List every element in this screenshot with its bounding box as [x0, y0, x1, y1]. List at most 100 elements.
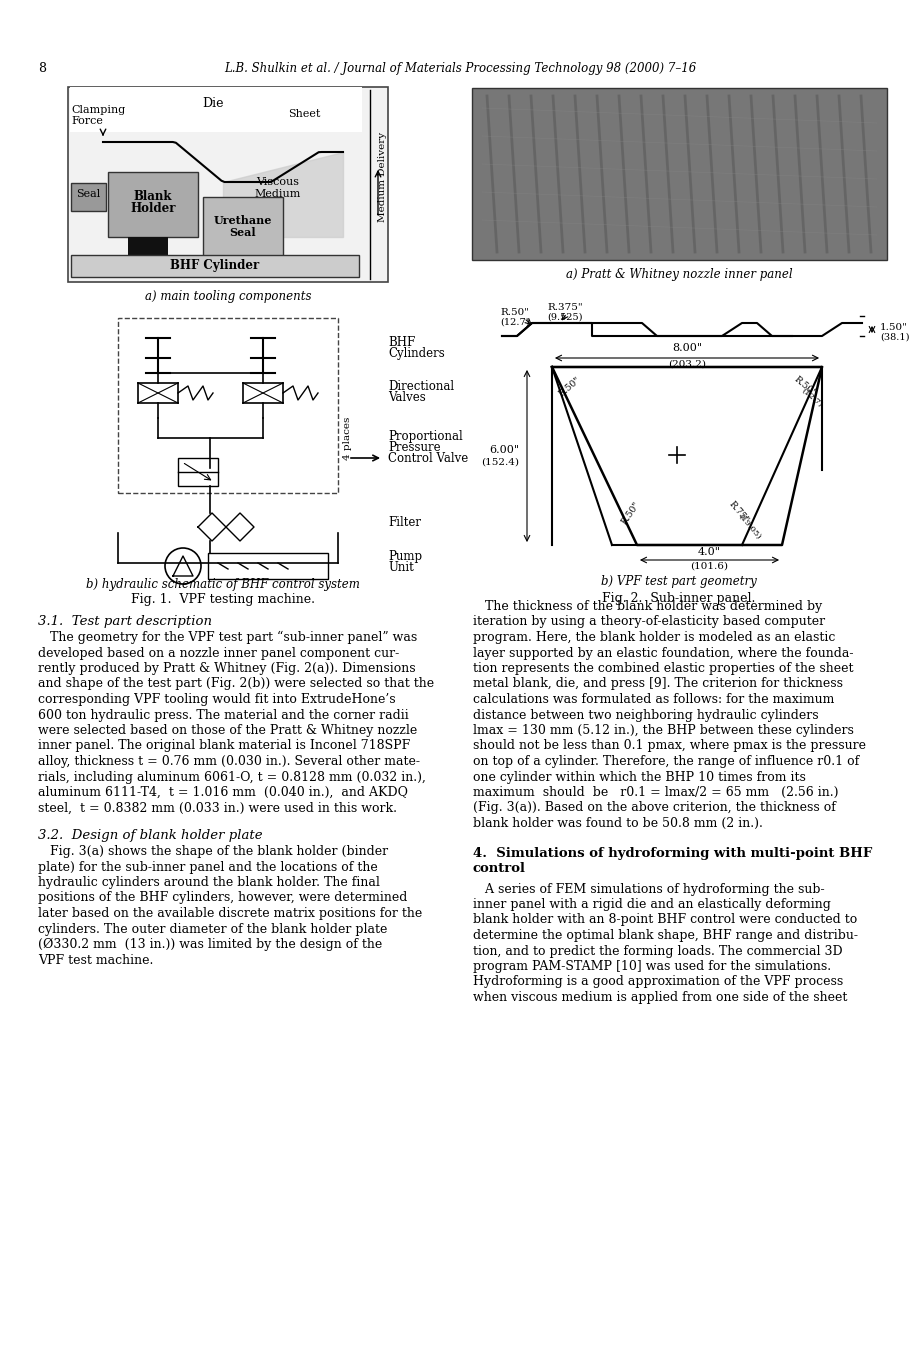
- Text: lmax = 130 mm (5.12 in.), the BHP between these cylinders: lmax = 130 mm (5.12 in.), the BHP betwee…: [472, 724, 853, 737]
- Text: iteration by using a theory-of-elasticity based computer: iteration by using a theory-of-elasticit…: [472, 615, 824, 629]
- Text: distance between two neighboring hydraulic cylinders: distance between two neighboring hydraul…: [472, 709, 818, 721]
- Text: Clamping: Clamping: [71, 105, 125, 115]
- Bar: [177, 458, 218, 486]
- Text: 600 ton hydraulic press. The material and the corner radii: 600 ton hydraulic press. The material an…: [38, 709, 408, 721]
- Polygon shape: [222, 152, 343, 238]
- Bar: [71, 183, 106, 210]
- Text: (Fig. 3(a)). Based on the above criterion, the thickness of: (Fig. 3(a)). Based on the above criterio…: [472, 801, 835, 815]
- Text: tion represents the combined elastic properties of the sheet: tion represents the combined elastic pro…: [472, 661, 853, 675]
- Text: alloy, thickness t = 0.76 mm (0.030 in.). Several other mate-: alloy, thickness t = 0.76 mm (0.030 in.)…: [38, 755, 420, 769]
- Text: 4.0": 4.0": [697, 547, 720, 557]
- Text: and shape of the test part (Fig. 2(b)) were selected so that the: and shape of the test part (Fig. 2(b)) w…: [38, 678, 434, 690]
- Text: (Ø330.2 mm  (13 in.)) was limited by the design of the: (Ø330.2 mm (13 in.)) was limited by the …: [38, 938, 381, 951]
- Text: (38.1): (38.1): [879, 333, 909, 342]
- Text: 4 places: 4 places: [343, 417, 352, 460]
- Text: control: control: [472, 861, 526, 875]
- Text: Control Valve: Control Valve: [388, 452, 468, 464]
- Text: R.50": R.50": [619, 500, 641, 526]
- Text: program. Here, the blank holder is modeled as an elastic: program. Here, the blank holder is model…: [472, 631, 834, 644]
- Text: developed based on a nozzle inner panel component cur-: developed based on a nozzle inner panel …: [38, 646, 399, 660]
- Text: calculations was formulated as follows: for the maximum: calculations was formulated as follows: …: [472, 693, 834, 706]
- Text: (9.525): (9.525): [547, 312, 582, 322]
- Text: Seal: Seal: [230, 227, 256, 238]
- Text: metal blank, die, and press [9]. The criterion for thickness: metal blank, die, and press [9]. The cri…: [472, 678, 842, 690]
- Text: BHF Cylinder: BHF Cylinder: [170, 259, 259, 272]
- Text: (19.05): (19.05): [736, 512, 762, 540]
- Text: Directional: Directional: [388, 380, 454, 392]
- Text: hydraulic cylinders around the blank holder. The final: hydraulic cylinders around the blank hol…: [38, 876, 380, 889]
- Text: Pressure: Pressure: [388, 441, 440, 454]
- Bar: [203, 197, 283, 257]
- Text: The thickness of the blank holder was determined by: The thickness of the blank holder was de…: [472, 600, 822, 612]
- Text: program PAM-STAMP [10] was used for the simulations.: program PAM-STAMP [10] was used for the …: [472, 960, 830, 972]
- Bar: [70, 87, 361, 132]
- Text: blank holder with an 8-point BHF control were conducted to: blank holder with an 8-point BHF control…: [472, 914, 857, 926]
- Text: BHF: BHF: [388, 335, 414, 349]
- Bar: [118, 318, 337, 493]
- Text: tion, and to predict the forming loads. The commercial 3D: tion, and to predict the forming loads. …: [472, 945, 842, 957]
- Text: Sheet: Sheet: [288, 109, 320, 120]
- Bar: [128, 238, 168, 257]
- Text: Proportional: Proportional: [388, 430, 462, 443]
- Text: positions of the BHF cylinders, however, were determined: positions of the BHF cylinders, however,…: [38, 891, 407, 904]
- Bar: [108, 172, 198, 238]
- Text: 4.  Simulations of hydroforming with multi-point BHF: 4. Simulations of hydroforming with mult…: [472, 847, 871, 861]
- Text: one cylinder within which the BHP 10 times from its: one cylinder within which the BHP 10 tim…: [472, 770, 805, 784]
- Text: when viscous medium is applied from one side of the sheet: when viscous medium is applied from one …: [472, 991, 846, 1004]
- Text: plate) for the sub-inner panel and the locations of the: plate) for the sub-inner panel and the l…: [38, 861, 378, 873]
- Text: R.50": R.50": [499, 308, 528, 316]
- Text: 1.50": 1.50": [879, 323, 907, 331]
- Text: VPF test machine.: VPF test machine.: [38, 953, 153, 967]
- Text: (152.4): (152.4): [481, 458, 518, 467]
- Text: A series of FEM simulations of hydroforming the sub-: A series of FEM simulations of hydroform…: [472, 883, 823, 895]
- Text: Holder: Holder: [130, 202, 176, 215]
- Text: inner panel. The original blank material is Inconel 718SPF: inner panel. The original blank material…: [38, 740, 410, 752]
- Text: R.375": R.375": [547, 303, 582, 312]
- Bar: [471, 88, 886, 259]
- Text: Medium: Medium: [255, 189, 301, 200]
- Text: The geometry for the VPF test part “sub-inner panel” was: The geometry for the VPF test part “sub-…: [38, 631, 417, 644]
- Text: on top of a cylinder. Therefore, the range of influence r0.1 of: on top of a cylinder. Therefore, the ran…: [472, 755, 858, 769]
- Bar: [71, 255, 358, 277]
- Text: b) hydraulic schematic of BHF control system: b) hydraulic schematic of BHF control sy…: [86, 579, 359, 591]
- Text: layer supported by an elastic foundation, where the founda-: layer supported by an elastic foundation…: [472, 646, 853, 660]
- Text: a) main tooling components: a) main tooling components: [144, 291, 311, 303]
- Text: 8: 8: [38, 62, 46, 75]
- Text: steel,  t = 0.8382 mm (0.033 in.) were used in this work.: steel, t = 0.8382 mm (0.033 in.) were us…: [38, 801, 397, 815]
- Text: aluminum 6111-T4,  t = 1.016 mm  (0.040 in.),  and AKDQ: aluminum 6111-T4, t = 1.016 mm (0.040 in…: [38, 786, 407, 799]
- Text: L.B. Shulkin et al. / Journal of Materials Processing Technology 98 (2000) 7–16: L.B. Shulkin et al. / Journal of Materia…: [223, 62, 696, 75]
- Text: Fig. 3(a) shows the shape of the blank holder (binder: Fig. 3(a) shows the shape of the blank h…: [38, 845, 388, 858]
- Text: rials, including aluminum 6061-O, t = 0.8128 mm (0.032 in.),: rials, including aluminum 6061-O, t = 0.…: [38, 770, 425, 784]
- Text: 8.00": 8.00": [671, 344, 701, 353]
- Text: b) VPF test part geometry: b) VPF test part geometry: [600, 574, 756, 588]
- Text: corresponding VPF tooling would fit into ExtrudeHone’s: corresponding VPF tooling would fit into…: [38, 693, 395, 706]
- Text: 3.1.  Test part description: 3.1. Test part description: [38, 615, 211, 627]
- Text: Die: Die: [202, 96, 223, 110]
- Text: maximum  should  be   r0.1 = lmax/2 = 65 mm   (2.56 in.): maximum should be r0.1 = lmax/2 = 65 mm …: [472, 786, 837, 799]
- Text: Seal: Seal: [75, 189, 100, 200]
- Text: Valves: Valves: [388, 391, 425, 403]
- Text: R.75": R.75": [726, 500, 749, 526]
- Text: were selected based on those of the Pratt & Whitney nozzle: were selected based on those of the Prat…: [38, 724, 417, 737]
- Text: Cylinders: Cylinders: [388, 348, 444, 360]
- Text: (203.2): (203.2): [667, 360, 705, 369]
- Text: Pump: Pump: [388, 550, 422, 564]
- Text: (12.7): (12.7): [499, 318, 529, 327]
- Text: Filter: Filter: [388, 516, 421, 530]
- Text: later based on the available discrete matrix positions for the: later based on the available discrete ma…: [38, 907, 422, 919]
- Text: Blank: Blank: [133, 190, 172, 202]
- Text: should not be less than 0.1 pmax, where pmax is the pressure: should not be less than 0.1 pmax, where …: [472, 740, 865, 752]
- Text: (101.6): (101.6): [689, 562, 727, 570]
- Text: Unit: Unit: [388, 561, 414, 574]
- Bar: [68, 87, 388, 282]
- Text: Force: Force: [71, 115, 103, 126]
- Text: Hydroforming is a good approximation of the VPF process: Hydroforming is a good approximation of …: [472, 975, 843, 989]
- Text: inner panel with a rigid die and an elastically deforming: inner panel with a rigid die and an elas…: [472, 898, 830, 911]
- Text: determine the optimal blank shape, BHF range and distribu-: determine the optimal blank shape, BHF r…: [472, 929, 857, 942]
- Text: Medium Delivery: Medium Delivery: [378, 132, 387, 223]
- Text: 6.00": 6.00": [488, 445, 518, 455]
- Text: (12.7): (12.7): [800, 387, 823, 409]
- Text: R.50": R.50": [556, 375, 582, 398]
- Text: blank holder was found to be 50.8 mm (2 in.).: blank holder was found to be 50.8 mm (2 …: [472, 818, 762, 830]
- Bar: [208, 553, 328, 579]
